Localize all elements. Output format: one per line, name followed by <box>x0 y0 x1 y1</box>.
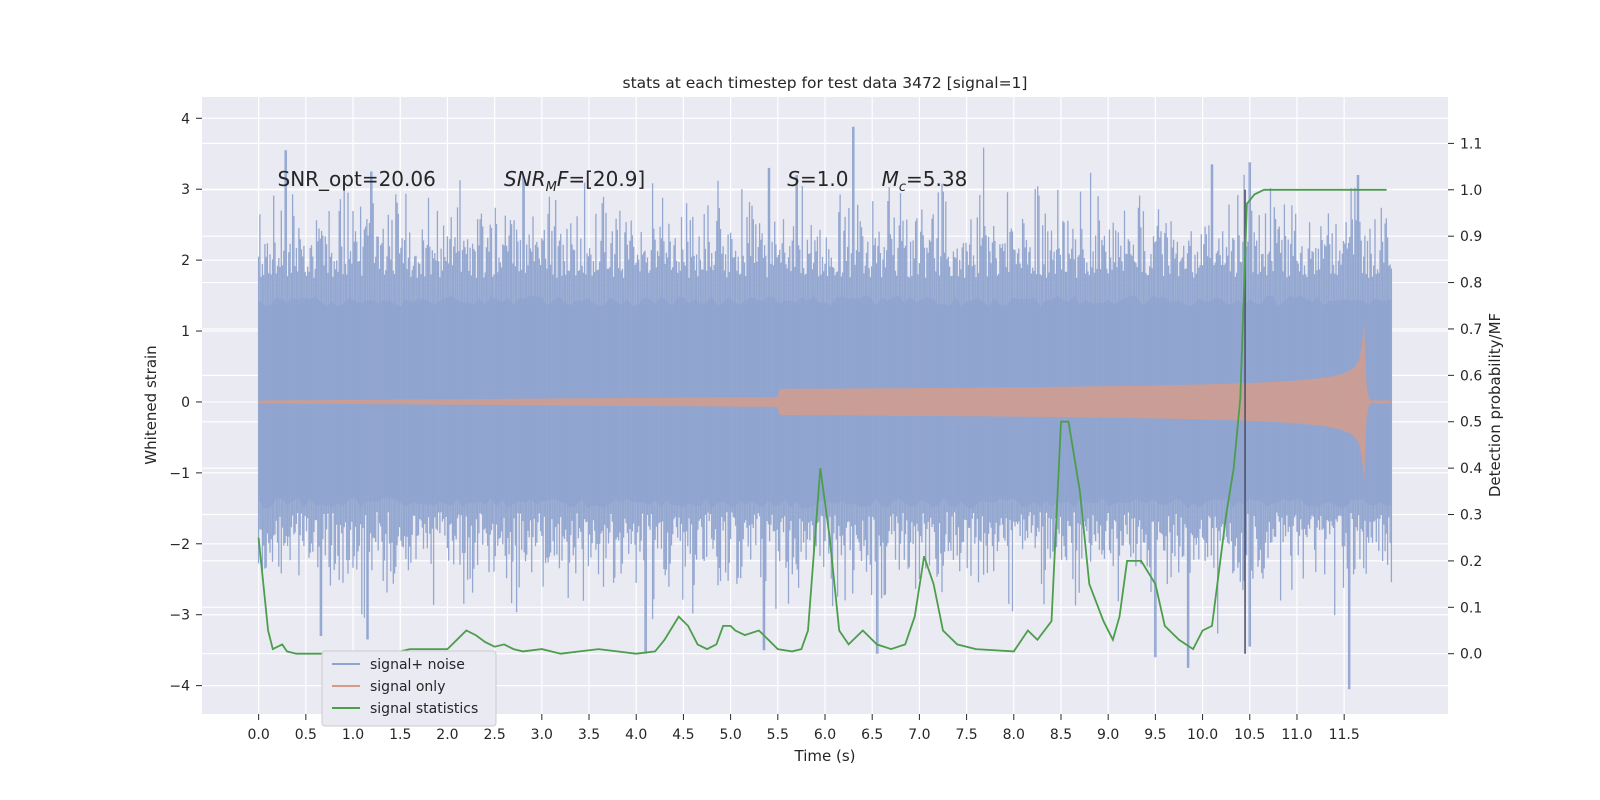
y-axis-ticks: −4 −3 −2 −1 0 1 2 3 4 <box>169 111 202 695</box>
y2-tick-label-3: 0.3 <box>1460 508 1482 524</box>
y2-tick-label-7: 0.7 <box>1460 322 1482 338</box>
y2-tick-label-5: 0.5 <box>1460 415 1482 431</box>
y2-tick-label-11: 1.1 <box>1460 136 1482 152</box>
legend-label-signal-only: signal only <box>370 679 445 695</box>
x-tick-label-1: 0.5 <box>295 727 317 743</box>
x-tick-label-9: 4.5 <box>672 727 694 743</box>
y2-tick-label-4: 0.4 <box>1460 461 1482 477</box>
x-tick-label-19: 9.5 <box>1144 727 1166 743</box>
x-axis-label: Time (s) <box>794 747 856 765</box>
annotation-3: Mc=5.38 <box>882 167 968 195</box>
y2-tick-label-2: 0.2 <box>1460 554 1482 570</box>
x-axis-ticks: 0.0 0.5 1.0 1.5 2.0 2.5 3.0 3.5 4.0 4.5 5.0 5.5 6.0 6… <box>248 714 1360 743</box>
chart-title: stats at each timestep for test data 347… <box>623 74 1028 92</box>
y-tick-label-1: −3 <box>169 608 190 624</box>
series-signal-only <box>258 322 1392 482</box>
y2-tick-label-8: 0.8 <box>1460 276 1482 292</box>
y2-tick-label-6: 0.6 <box>1460 368 1482 384</box>
y-tick-label-2: −2 <box>169 537 190 553</box>
x-tick-label-4: 2.0 <box>436 727 458 743</box>
y-tick-label-6: 2 <box>181 253 190 269</box>
x-tick-label-0: 0.0 <box>248 727 270 743</box>
x-tick-label-6: 3.0 <box>531 727 553 743</box>
x-tick-label-23: 11.5 <box>1329 727 1360 743</box>
y-tick-label-3: −1 <box>169 466 190 482</box>
x-tick-label-2: 1.0 <box>342 727 364 743</box>
y-tick-label-8: 4 <box>181 111 190 127</box>
x-tick-label-10: 5.0 <box>719 727 741 743</box>
x-tick-label-12: 6.0 <box>814 727 836 743</box>
x-tick-label-3: 1.5 <box>389 727 411 743</box>
y-axis-label: Whitened strain <box>142 345 160 464</box>
y2-tick-label-10: 1.0 <box>1460 183 1482 199</box>
x-tick-label-8: 4.0 <box>625 727 647 743</box>
x-tick-label-20: 10.0 <box>1187 727 1218 743</box>
y2-tick-label-0: 0.0 <box>1460 647 1482 663</box>
annotation-2: S=1.0 <box>787 167 848 191</box>
legend: signal+ noise signal only signal statist… <box>321 650 497 727</box>
y2-axis-label: Detection probability/MF <box>1486 313 1504 497</box>
annotation-1: SNRMF=[20.9] <box>504 167 645 195</box>
x-tick-label-11: 5.5 <box>767 727 789 743</box>
x-tick-label-13: 6.5 <box>861 727 883 743</box>
y-tick-label-5: 1 <box>181 324 190 340</box>
legend-label-signal-statistics: signal statistics <box>370 701 478 717</box>
x-tick-label-15: 7.5 <box>955 727 977 743</box>
x-tick-label-21: 10.5 <box>1234 727 1265 743</box>
x-tick-label-5: 2.5 <box>483 727 505 743</box>
x-tick-label-17: 8.5 <box>1050 727 1072 743</box>
annotations: SNR_opt=20.06 SNRMF=[20.9] S=1.0 Mc=5.38 <box>278 167 968 195</box>
series-signal-plus-noise <box>257 126 1393 690</box>
legend-label-signal-plus-noise: signal+ noise <box>370 657 465 673</box>
y-tick-label-4: 0 <box>181 395 190 411</box>
series-signal-statistics <box>257 188 1387 655</box>
x-tick-label-22: 11.0 <box>1281 727 1312 743</box>
y-tick-label-7: 3 <box>181 182 190 198</box>
y-tick-label-0: −4 <box>169 679 190 695</box>
x-tick-label-18: 9.0 <box>1097 727 1119 743</box>
x-tick-label-14: 7.0 <box>908 727 930 743</box>
legend-box <box>321 650 497 727</box>
y2-tick-label-1: 0.1 <box>1460 600 1482 616</box>
x-tick-label-16: 8.0 <box>1003 727 1025 743</box>
x-tick-label-7: 3.5 <box>578 727 600 743</box>
y2-tick-label-9: 0.9 <box>1460 229 1482 245</box>
y2-axis-ticks: 0.0 0.1 0.2 0.3 0.4 0.5 0.6 0.7 0.8 0.9 1.0 1.1 <box>1448 136 1482 663</box>
annotation-0: SNR_opt=20.06 <box>278 167 436 191</box>
